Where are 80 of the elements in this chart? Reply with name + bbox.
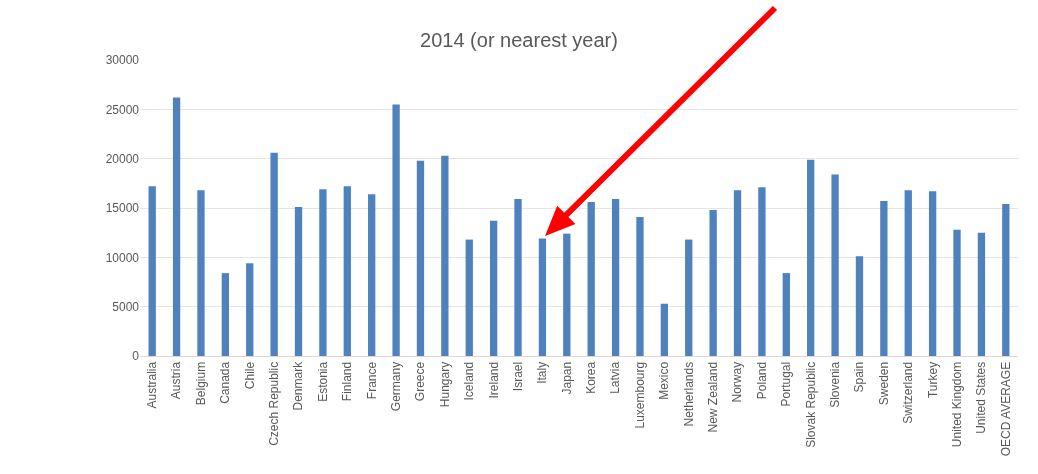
x-tick-label: Japan xyxy=(559,361,574,395)
x-tick-label: Israel xyxy=(510,361,525,392)
x-tick-label: Australia xyxy=(145,361,160,409)
bar xyxy=(465,239,473,356)
bar xyxy=(270,152,278,356)
x-tick-label: United States xyxy=(974,361,989,434)
x-tick-label: Mexico xyxy=(657,361,672,400)
x-tick-label: Slovenia xyxy=(827,361,842,408)
x-tick-label: United Kingdom xyxy=(949,361,964,448)
chart-title: 2014 (or nearest year) xyxy=(420,29,618,52)
bar xyxy=(660,303,669,356)
x-tick-label: Netherlands xyxy=(681,361,696,427)
x-tick-label: OECD AVERAGE xyxy=(998,361,1013,457)
bar xyxy=(709,209,717,356)
bar xyxy=(807,159,815,356)
bar xyxy=(172,97,181,356)
x-tick-label: Belgium xyxy=(193,361,208,406)
bar xyxy=(563,233,571,356)
x-tick-label: Norway xyxy=(730,361,745,403)
x-tick-label: Canada xyxy=(218,361,233,404)
x-tick-label: Hungary xyxy=(437,361,452,408)
x-tick-label: Denmark xyxy=(291,360,306,411)
x-tick-label: France xyxy=(364,361,379,400)
bar xyxy=(587,202,595,356)
bar xyxy=(758,187,766,356)
x-tick-label: Austria xyxy=(169,361,184,400)
bar xyxy=(514,199,522,356)
bar xyxy=(611,199,620,356)
x-tick-label: Poland xyxy=(754,361,769,400)
bar xyxy=(855,256,864,356)
bar xyxy=(1002,204,1010,356)
bar xyxy=(928,191,937,356)
y-tick-label: 10000 xyxy=(105,250,140,265)
x-tick-label: Korea xyxy=(584,361,599,394)
bar xyxy=(197,190,205,356)
bar xyxy=(368,194,376,356)
bar xyxy=(782,273,790,356)
x-tick-label: Czech Republic xyxy=(267,361,282,446)
bar xyxy=(489,220,498,356)
y-tick-label: 25000 xyxy=(105,102,140,117)
y-tick-label: 30000 xyxy=(105,53,140,68)
bar xyxy=(685,239,693,356)
bar xyxy=(538,238,547,356)
bar xyxy=(294,207,303,356)
y-tick-label: 0 xyxy=(132,349,140,364)
bar xyxy=(953,229,961,356)
x-tick-label: Italy xyxy=(535,361,550,384)
x-tick-label: Turkey xyxy=(925,361,940,399)
x-tick-label: Germany xyxy=(388,361,403,412)
y-tick-label: 5000 xyxy=(112,299,140,314)
bar xyxy=(148,186,156,356)
x-tick-label: Switzerland xyxy=(901,361,916,424)
bar xyxy=(977,232,986,356)
bar xyxy=(831,174,839,356)
bar xyxy=(416,160,425,356)
bar xyxy=(441,155,449,356)
bar xyxy=(221,273,230,356)
x-tick-label: Portugal xyxy=(779,361,794,407)
x-tick-label: Finland xyxy=(340,361,355,402)
bar xyxy=(392,104,400,356)
x-tick-label: Slovak Republic xyxy=(803,361,818,448)
bar xyxy=(733,190,742,356)
bar xyxy=(880,201,888,356)
x-tick-label: Spain xyxy=(852,361,867,393)
x-tick-label: New Zealand xyxy=(706,361,721,433)
x-tick-label: Iceland xyxy=(462,361,477,401)
bar xyxy=(319,189,327,356)
x-tick-label: Estonia xyxy=(315,361,330,402)
y-tick-label: 15000 xyxy=(105,201,140,216)
bar xyxy=(636,216,644,356)
bar xyxy=(246,263,254,356)
x-tick-label: Sweden xyxy=(876,361,891,406)
x-tick-label: Chile xyxy=(242,361,257,390)
bar xyxy=(904,190,912,356)
x-tick-label: Latvia xyxy=(608,361,623,394)
x-tick-label: Ireland xyxy=(486,361,501,399)
x-tick-label: Greece xyxy=(413,361,428,402)
bar xyxy=(343,186,351,356)
x-tick-label: Luxembourg xyxy=(632,361,647,429)
y-tick-label: 20000 xyxy=(105,151,140,166)
